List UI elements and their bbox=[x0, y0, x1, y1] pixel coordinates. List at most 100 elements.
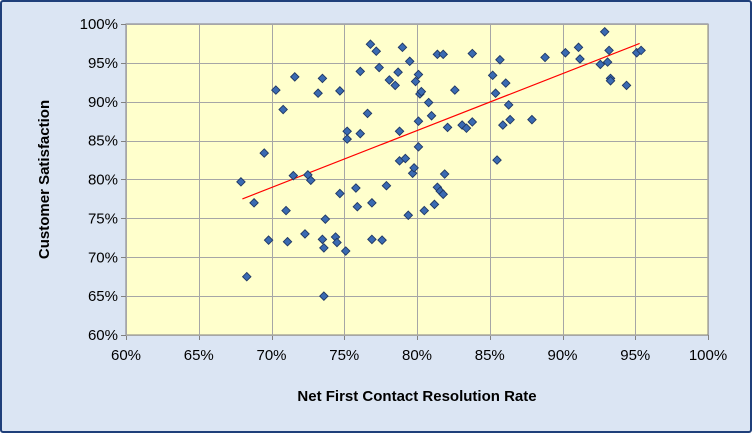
data-point bbox=[403, 210, 414, 221]
y-tick-label: 95% bbox=[88, 55, 118, 72]
y-tick-label: 70% bbox=[88, 249, 118, 266]
data-point bbox=[503, 100, 514, 110]
data-point bbox=[320, 214, 331, 224]
data-point bbox=[505, 114, 515, 125]
data-point bbox=[340, 246, 351, 256]
y-tick-label: 80% bbox=[88, 172, 118, 189]
data-point bbox=[404, 56, 415, 67]
x-tick-label: 90% bbox=[547, 347, 577, 364]
data-point bbox=[319, 243, 329, 253]
data-point bbox=[249, 197, 259, 208]
data-point bbox=[300, 229, 310, 239]
data-point bbox=[573, 42, 584, 53]
data-point bbox=[371, 46, 382, 57]
data-point bbox=[351, 183, 361, 193]
data-point bbox=[575, 54, 585, 64]
data-point bbox=[495, 54, 505, 65]
data-point bbox=[305, 175, 316, 186]
data-point bbox=[605, 75, 616, 86]
data-point bbox=[439, 169, 450, 179]
data-point bbox=[527, 114, 537, 125]
x-tick-label: 85% bbox=[475, 347, 505, 364]
data-point bbox=[602, 57, 613, 67]
data-point bbox=[367, 197, 377, 208]
data-point bbox=[461, 123, 472, 134]
data-point bbox=[413, 69, 424, 80]
x-tick-label: 70% bbox=[256, 347, 286, 364]
data-point bbox=[500, 78, 511, 88]
x-tick-label: 60% bbox=[111, 347, 141, 364]
data-point bbox=[413, 142, 424, 152]
data-point bbox=[271, 85, 281, 95]
x-tick-label: 95% bbox=[620, 347, 650, 364]
data-point bbox=[394, 126, 405, 137]
y-axis-title: Customer Satisfaction bbox=[36, 100, 53, 259]
data-point bbox=[599, 26, 610, 37]
data-point bbox=[342, 134, 352, 144]
data-point bbox=[621, 80, 632, 91]
data-points bbox=[236, 26, 646, 301]
data-point bbox=[241, 271, 252, 282]
data-point bbox=[384, 75, 395, 85]
data-point bbox=[335, 188, 345, 199]
y-tick-label: 65% bbox=[88, 288, 118, 305]
data-point bbox=[362, 108, 373, 119]
x-tick-label: 65% bbox=[184, 347, 214, 364]
data-point bbox=[352, 201, 363, 212]
x-tick-label: 80% bbox=[402, 347, 432, 364]
data-point bbox=[636, 45, 646, 56]
data-point bbox=[263, 235, 274, 245]
y-tick-label: 90% bbox=[88, 94, 118, 111]
data-point bbox=[467, 48, 478, 59]
data-point bbox=[355, 66, 366, 77]
tick-labels: 60% 65% 70% 75% 80% 85% 90% 95% 100% 60% 65% 70% 75%… bbox=[80, 16, 728, 364]
x-tick-label: 75% bbox=[329, 347, 359, 364]
y-tick-label: 85% bbox=[88, 133, 118, 150]
data-point bbox=[390, 80, 401, 91]
data-point bbox=[332, 237, 342, 248]
data-point bbox=[377, 235, 387, 245]
data-point bbox=[374, 62, 385, 73]
data-point bbox=[355, 128, 366, 139]
y-tick-label: 75% bbox=[88, 210, 118, 227]
data-point bbox=[449, 85, 460, 95]
data-point bbox=[438, 49, 449, 60]
data-point bbox=[289, 72, 300, 82]
data-point bbox=[442, 122, 453, 133]
data-point bbox=[365, 39, 376, 50]
data-point bbox=[367, 234, 377, 245]
data-point bbox=[426, 110, 437, 121]
data-point bbox=[281, 205, 291, 216]
data-point bbox=[313, 88, 323, 99]
data-point bbox=[438, 189, 449, 200]
data-point bbox=[419, 205, 430, 216]
data-point bbox=[278, 104, 288, 115]
data-point bbox=[416, 86, 427, 97]
y-tick-label: 60% bbox=[88, 327, 118, 344]
data-point bbox=[413, 116, 424, 127]
data-point bbox=[604, 45, 614, 56]
data-point bbox=[410, 76, 421, 87]
data-point bbox=[236, 176, 246, 187]
x-tick-label: 100% bbox=[689, 347, 727, 364]
data-point bbox=[381, 180, 392, 191]
data-point bbox=[423, 97, 434, 108]
data-point bbox=[487, 70, 498, 81]
data-point bbox=[400, 153, 411, 164]
data-point bbox=[560, 47, 571, 58]
data-point bbox=[498, 120, 508, 130]
data-point bbox=[595, 59, 606, 70]
data-point bbox=[319, 291, 329, 301]
data-point bbox=[397, 42, 408, 53]
data-point bbox=[317, 234, 328, 245]
data-point bbox=[393, 67, 403, 78]
data-point bbox=[317, 73, 328, 84]
y-tick-label: 100% bbox=[80, 16, 118, 33]
data-point bbox=[259, 148, 270, 158]
x-axis-title: Net First Contact Resolution Rate bbox=[297, 388, 536, 405]
data-point bbox=[490, 88, 501, 99]
data-point bbox=[409, 163, 419, 173]
data-point bbox=[335, 86, 345, 96]
